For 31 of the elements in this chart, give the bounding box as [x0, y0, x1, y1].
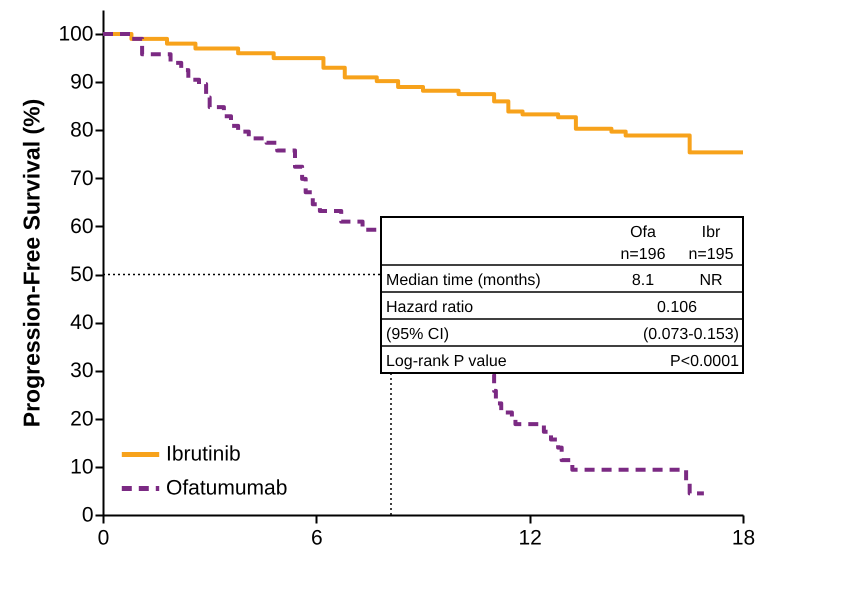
- y-axis-title: Progression-Free Survival (%): [18, 98, 44, 428]
- annotation: Ofa: [630, 224, 656, 241]
- annotation: P<0.0001: [670, 353, 740, 370]
- annotation: (95% CI): [386, 326, 450, 343]
- y-tick-label: 10: [70, 455, 94, 478]
- y-tick-label: 40: [70, 311, 94, 334]
- y-tick-label: 20: [70, 407, 94, 430]
- x-tick-label: 6: [310, 526, 323, 550]
- x-tick-label: 18: [732, 526, 756, 550]
- legend-label: Ofatumumab: [166, 476, 288, 500]
- annotation: Ibr: [702, 224, 722, 241]
- y-tick-label: 0: [82, 504, 94, 526]
- y-tick-label: 30: [70, 359, 94, 382]
- legend-label: Ibrutinib: [166, 442, 241, 466]
- annotation: Median time (months): [386, 272, 541, 289]
- annotation: n=195: [688, 246, 734, 263]
- x-tick-label: 12: [518, 526, 542, 550]
- y-tick-label: 90: [70, 70, 94, 94]
- y-tick-label: 50: [70, 263, 94, 286]
- y-tick-label: 80: [70, 118, 94, 142]
- annotation: 8.1: [632, 272, 654, 289]
- y-tick-label: 100: [58, 22, 94, 46]
- x-tick-label: 0: [98, 526, 110, 550]
- annotation: n=196: [620, 246, 666, 263]
- annotation: Hazard ratio: [386, 299, 474, 316]
- y-tick-label: 70: [70, 166, 94, 190]
- annotation: 0.106: [656, 299, 698, 316]
- annotation: Log-rank P value: [386, 353, 507, 370]
- y-tick-label: 60: [70, 214, 94, 238]
- annotation: (0.073-0.153): [642, 326, 739, 343]
- annotation: NR: [699, 272, 723, 289]
